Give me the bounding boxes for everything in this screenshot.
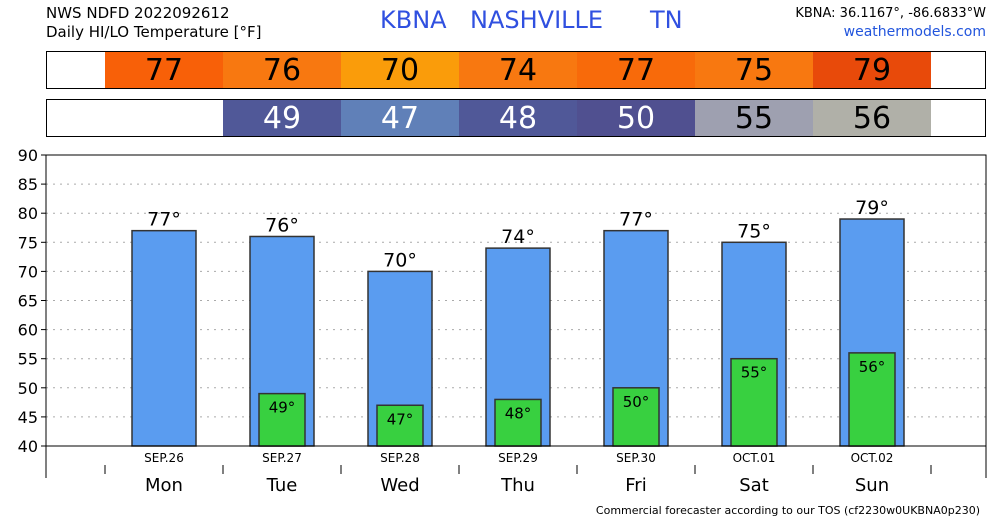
high-band-cell: 70 <box>341 52 459 88</box>
site-link[interactable]: weathermodels.com <box>843 24 986 40</box>
high-band-cell: 74 <box>459 52 577 88</box>
y-tick-label: 70 <box>18 262 38 281</box>
station-coordinates: KBNA: 36.1167°, -86.6833°W <box>795 6 986 21</box>
low-band-cell: 47 <box>341 100 459 136</box>
low-band-cell: 49 <box>223 100 341 136</box>
low-label: 50° <box>623 393 650 411</box>
high-label: 77° <box>619 209 653 231</box>
chart-header-right: KBNA: 36.1167°, -86.6833°W weathermodels… <box>795 4 986 42</box>
x-date-label: SEP.30 <box>616 451 656 465</box>
state-name: TN <box>650 6 683 34</box>
low-label: 47° <box>387 410 414 428</box>
x-day-label: Tue <box>266 475 298 496</box>
x-day-label: Sat <box>739 475 769 496</box>
high-band-cell: 79 <box>813 52 931 88</box>
x-date-label: SEP.29 <box>498 451 538 465</box>
x-day-label: Thu <box>500 475 535 496</box>
x-date-label: OCT.02 <box>851 451 894 465</box>
x-date-label: SEP.26 <box>144 451 184 465</box>
high-band-cell: 75 <box>695 52 813 88</box>
chart-title: Daily HI/LO Temperature [°F] <box>46 23 262 41</box>
high-label: 76° <box>265 214 299 236</box>
low-temperature-band: 49 47 48 50 55 56 <box>46 99 986 137</box>
y-tick-label: 75 <box>18 233 38 252</box>
high-band-cell: 77 <box>577 52 695 88</box>
high-label: 79° <box>855 197 889 219</box>
low-label: 48° <box>505 404 532 422</box>
city-name: NASHVILLE <box>470 6 604 34</box>
x-date-label: SEP.27 <box>262 451 302 465</box>
x-date-label: OCT.01 <box>733 451 776 465</box>
high-label: 77° <box>147 209 181 231</box>
low-bar <box>848 352 896 447</box>
y-tick-label: 90 <box>18 146 38 165</box>
x-day-label: Mon <box>145 475 183 496</box>
low-label: 55° <box>741 364 768 382</box>
low-band-cell: 50 <box>577 100 695 136</box>
x-date-label: SEP.28 <box>380 451 420 465</box>
low-band-cell: 48 <box>459 100 577 136</box>
high-band-cell: 77 <box>105 52 223 88</box>
y-tick-label: 45 <box>18 408 38 427</box>
low-label: 56° <box>859 358 886 376</box>
low-bar <box>376 404 424 447</box>
y-tick-label: 55 <box>18 350 38 369</box>
x-day-label: Fri <box>625 475 646 496</box>
station-title: KBNA NASHVILLE TN <box>380 6 740 34</box>
high-label: 74° <box>501 226 535 248</box>
x-day-label: Sun <box>855 475 889 496</box>
station-id: KBNA <box>380 6 447 34</box>
chart-header-left: NWS NDFD 2022092612 Daily HI/LO Temperat… <box>46 4 262 42</box>
low-band-cell: 56 <box>813 100 931 136</box>
footer-note: Commercial forecaster according to our T… <box>595 504 980 517</box>
high-label: 70° <box>383 249 417 271</box>
high-bar <box>131 229 197 447</box>
high-band-cell: 76 <box>223 52 341 88</box>
x-day-label: Wed <box>380 475 419 496</box>
y-tick-label: 60 <box>18 321 38 340</box>
y-tick-label: 65 <box>18 292 38 311</box>
y-tick-label: 80 <box>18 204 38 223</box>
y-tick-label: 85 <box>18 175 38 194</box>
model-run-label: NWS NDFD 2022092612 <box>46 4 230 22</box>
y-tick-label: 50 <box>18 379 38 398</box>
y-tick-label: 40 <box>18 437 38 456</box>
low-band-cell: 55 <box>695 100 813 136</box>
high-temperature-band: 77 76 70 74 77 75 79 <box>46 51 986 89</box>
high-label: 75° <box>737 220 771 242</box>
low-label: 49° <box>269 399 296 417</box>
